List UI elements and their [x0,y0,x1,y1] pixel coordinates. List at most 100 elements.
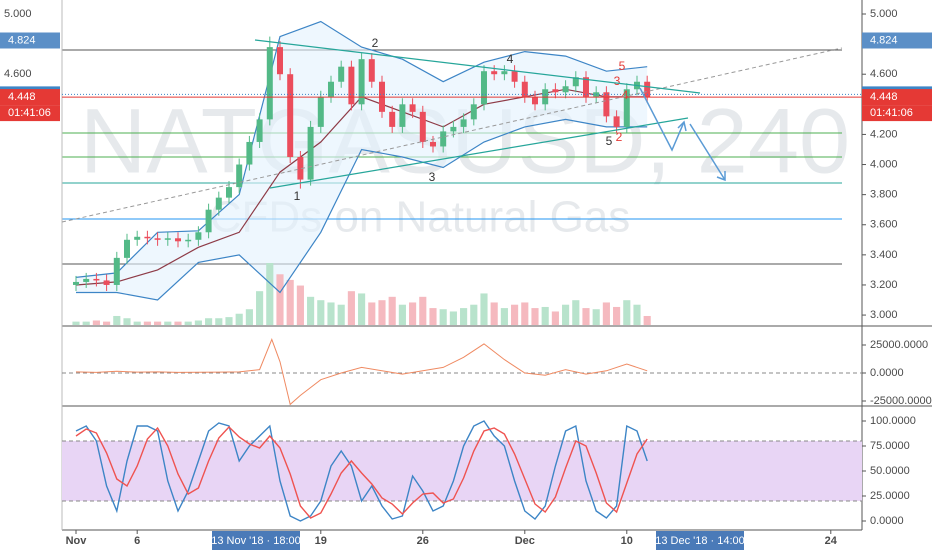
volume-bar [72,321,80,325]
candle-body [603,92,610,117]
crosshair-label-box [212,531,300,550]
candle-body [246,141,253,165]
volume-bar [82,321,90,325]
band-fill [76,21,648,300]
volume-bar [123,318,131,325]
candle-body [266,47,273,120]
price-label-box [0,89,60,106]
wave-label: 1 [294,189,301,203]
y-tick-label-left: 4.600 [4,68,32,80]
candle-body [358,59,365,105]
volume-bar [398,304,406,325]
y-tick-label: 25000.0000 [870,339,928,351]
volume-bar [347,291,355,325]
volume-bar [317,300,325,325]
y-tick-label: 0.0000 [870,515,904,527]
volume-bar [92,320,100,325]
trend-line [269,117,689,189]
volume-bar [419,296,427,325]
line-series [75,420,648,522]
candle-body [491,71,498,75]
candle-body [429,141,436,147]
candle-body [582,77,589,97]
volume-bar [470,304,478,325]
volume-bar [256,291,264,325]
y-tick-label: -25000.0000 [870,395,932,407]
candle-body [572,77,579,87]
candle-body [83,278,90,282]
volume-bar [572,300,580,325]
forecast-arrow [689,123,726,181]
volume-bar [286,279,294,325]
trend-line [61,47,843,223]
arrow-head [716,171,726,182]
band-lower [76,118,648,301]
marks: 3.000 3.200 3.400 3.600 3.800 4.000 4.200 4.600… [0,8,932,550]
candle-body [225,187,232,198]
volume-bar [235,313,243,325]
wave-label: 3 [614,74,621,88]
y-tick-label: 50.0000 [870,465,910,477]
y-tick-label: 0.0000 [870,367,904,379]
candle-body [368,59,375,82]
wave-label: 5 [606,134,613,148]
volume-bar [409,302,417,325]
candle-body [327,81,334,97]
candle-body [297,157,304,180]
volume-bar [358,293,366,325]
candle-body [123,239,130,258]
volume-bar [541,306,549,325]
countdown: 01:41:06 [870,107,913,119]
band-upper [75,20,648,278]
candle-body [389,111,396,127]
volume-bar [582,308,590,325]
wave-label: 2 [372,36,379,50]
volume-bar [378,300,386,325]
candle-body [511,71,518,82]
candle-body [93,278,100,281]
volume-bar [633,304,641,325]
volume-bar [215,318,223,325]
candle-body [480,71,487,105]
wave-label: 3 [429,170,436,184]
x-tick-label: 6 [134,535,140,547]
price-label-box [862,32,932,49]
forecast-arrow [639,87,685,152]
line-series [75,425,648,519]
volume-bar [623,300,631,325]
x-tick-label: 19 [315,535,327,547]
y-tick-label: 25.0000 [870,490,910,502]
candle-body [154,238,161,240]
volume-bar [113,315,121,325]
y-tick-label: 3.200 [870,279,898,291]
volume-bar [245,309,253,325]
y-tick-label: 100.0000 [870,415,916,427]
y-tick-label: 3.400 [870,249,898,261]
y-tick-label: 3.800 [870,189,898,201]
candle-body [164,238,171,240]
candle-body [103,280,110,285]
volume-bar [511,304,519,325]
countdown-box [0,105,60,122]
price-label: 4.448 [870,91,898,103]
x-tick-label: 24 [825,535,838,547]
candle-body [144,236,151,239]
candle-body [317,96,324,127]
volume-bar [266,263,274,325]
volume-bar [449,311,457,325]
candle-body [338,66,345,82]
volume-bar [613,306,621,325]
wave-label: 4 [507,52,514,66]
volume-bar [276,274,284,325]
volume-bar [531,308,539,325]
price-label: 4.824 [870,34,898,46]
x-tick-label: 10 [621,535,633,547]
volume-bar [337,304,345,325]
volume-bar [327,302,335,325]
volume-bar [164,321,172,325]
candle-body [236,164,243,188]
candle-body [521,81,528,97]
y-tick-label: 3.600 [870,219,898,231]
y-tick-label: 4.000 [870,158,898,170]
